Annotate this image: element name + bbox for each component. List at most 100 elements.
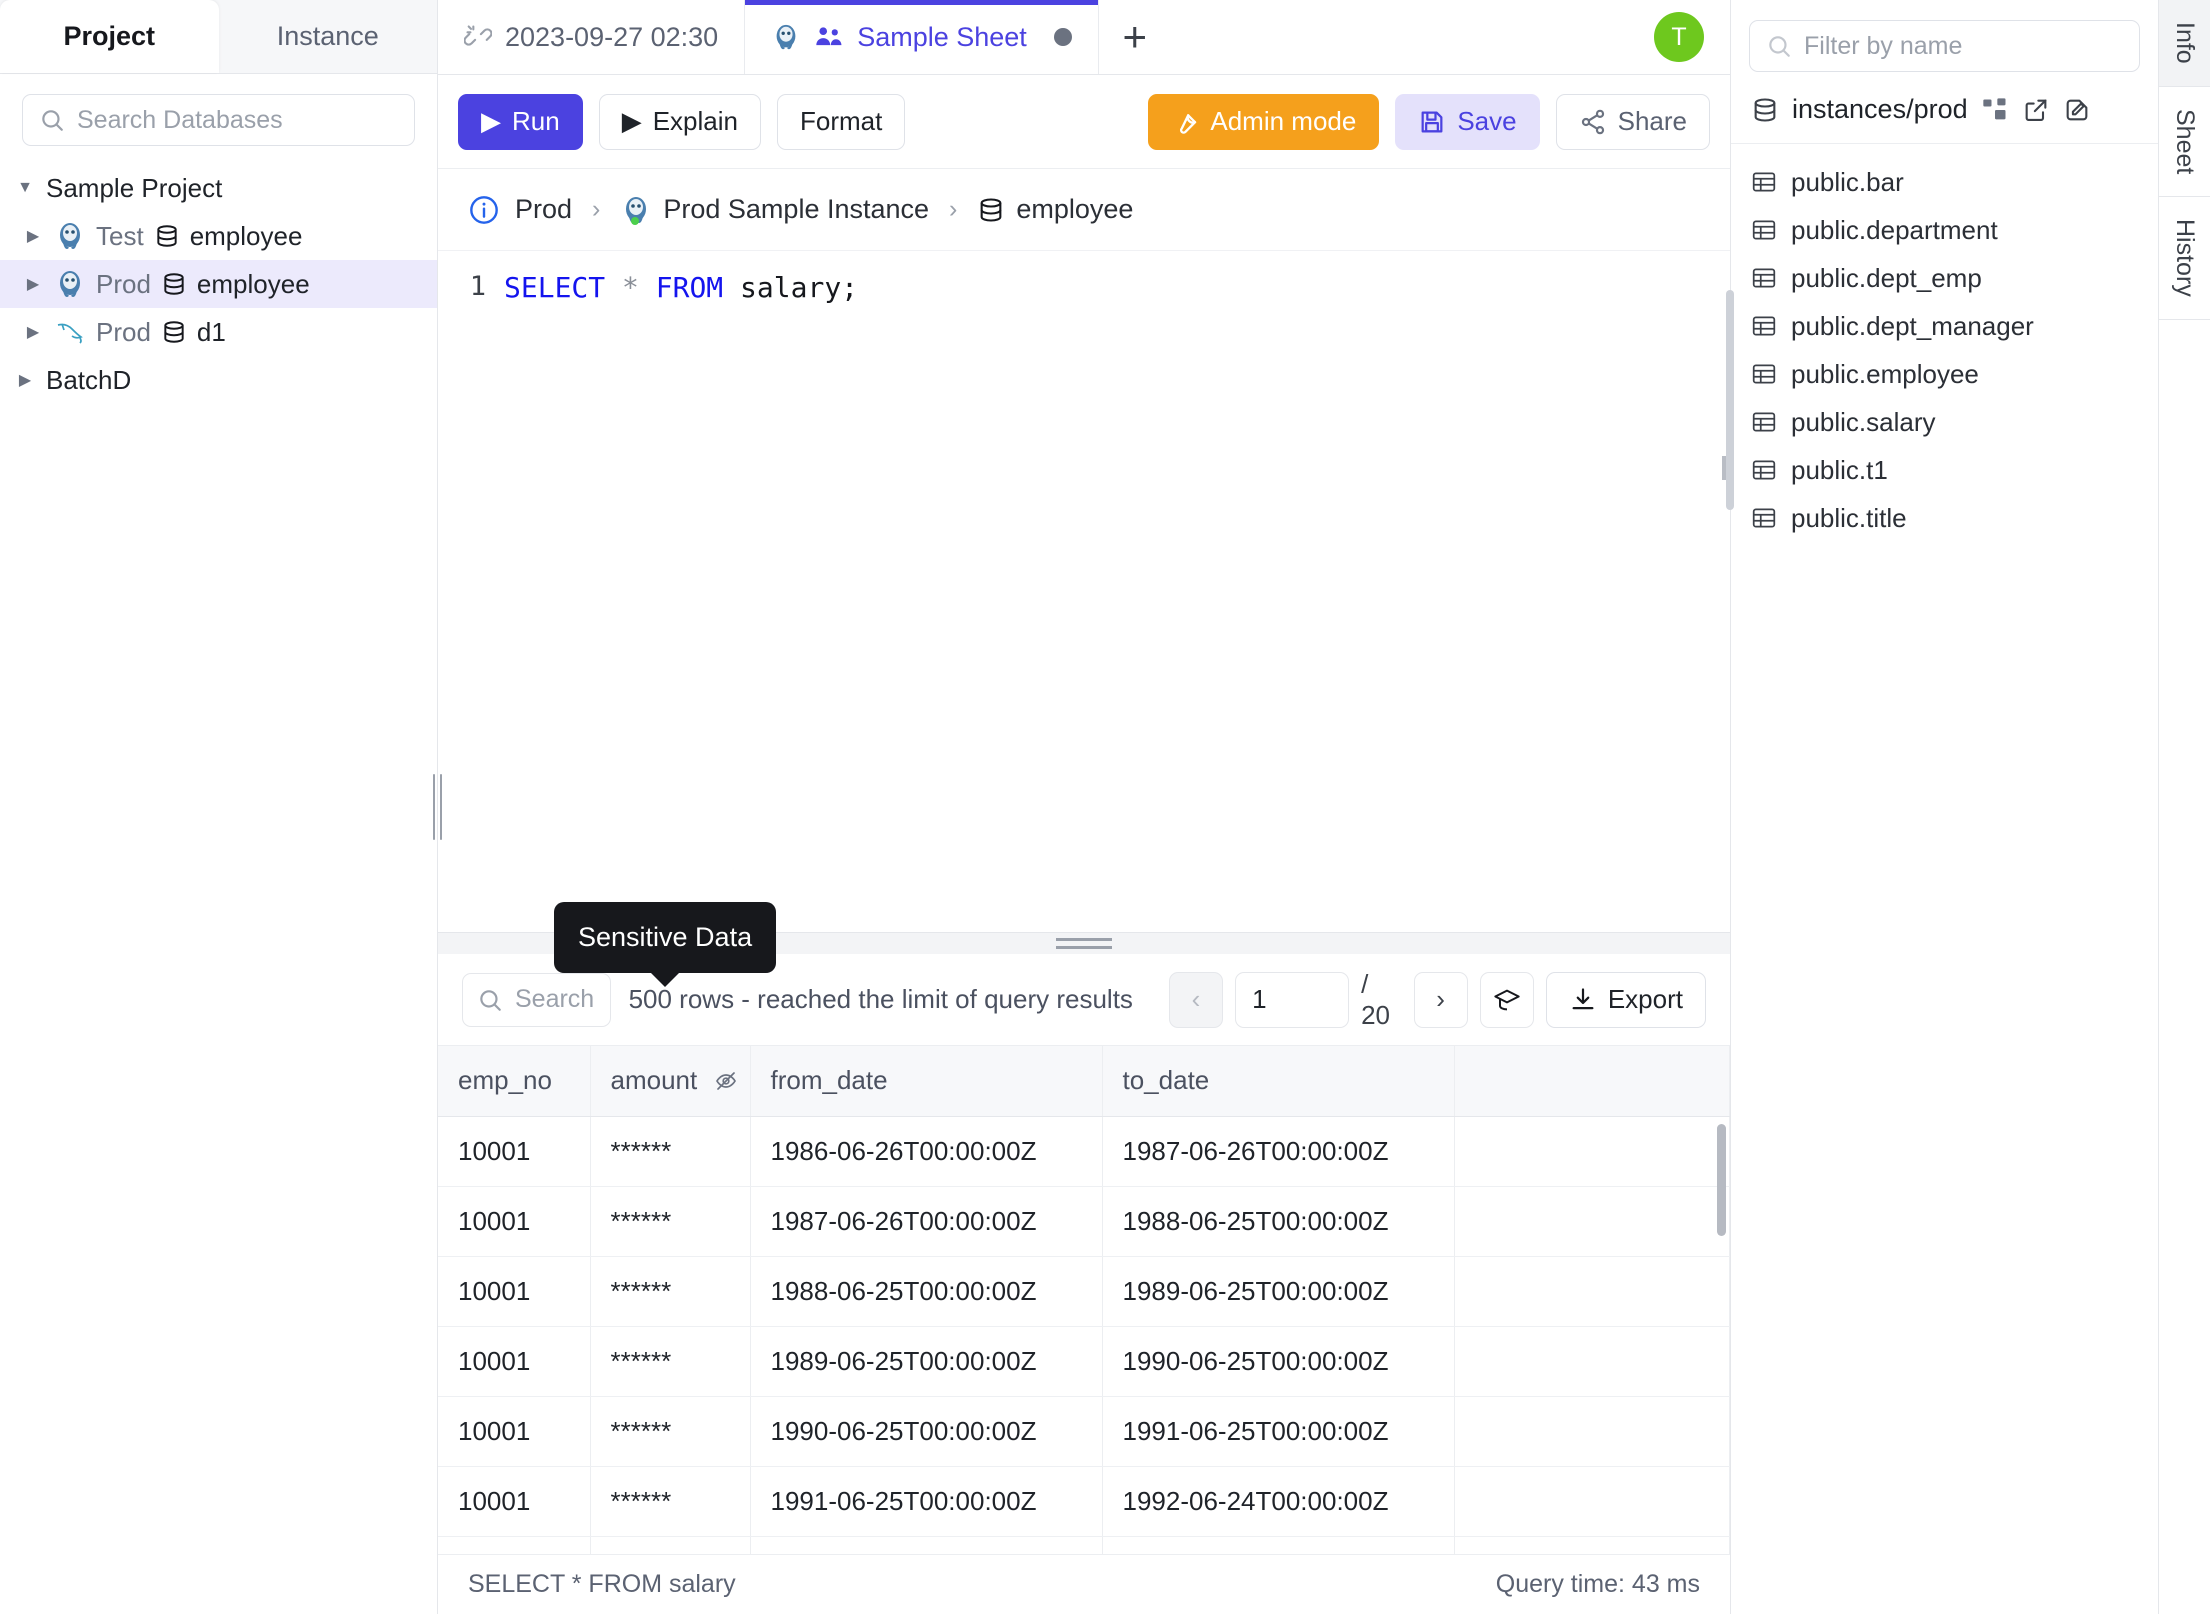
sql-code-text[interactable]: SELECT * FROM salary; <box>504 271 858 304</box>
results-search-box[interactable]: Search <box>462 972 611 1027</box>
sidebar-splitter[interactable] <box>428 0 446 1614</box>
edge-tab-history[interactable]: History <box>2159 197 2210 320</box>
search-databases-input[interactable] <box>77 105 398 135</box>
visualize-button[interactable] <box>1479 971 1534 1028</box>
table-list-item-salary[interactable]: public.salary <box>1731 398 2158 446</box>
cell-from-date[interactable]: 1987-06-26T00:00:00Z <box>750 1186 1103 1257</box>
table-list-item-employee[interactable]: public.employee <box>1731 350 2158 398</box>
cell-from-date[interactable]: 1992-06-24T00:00:00Z <box>750 1536 1103 1554</box>
cell-emp-no[interactable]: 10001 <box>438 1536 591 1554</box>
cell-filler <box>1454 1116 1730 1187</box>
breadcrumb-item-database[interactable]: employee <box>977 194 1133 225</box>
table-row[interactable]: 10001 ****** 1991-06-25T00:00:00Z 1992-0… <box>438 1466 1730 1537</box>
cell-to-date[interactable]: 1992-06-24T00:00:00Z <box>1102 1466 1455 1537</box>
cell-amount[interactable]: ****** <box>590 1536 751 1554</box>
tree-item-test-employee[interactable]: ▶ Test <box>0 212 437 260</box>
tree-item-prod-d1[interactable]: ▶ Prod d1 <box>0 308 437 356</box>
eye-off-icon[interactable] <box>714 1065 738 1095</box>
sidebar-tab-instance[interactable]: Instance <box>219 0 438 73</box>
avatar[interactable]: T <box>1654 12 1704 62</box>
cell-emp-no[interactable]: 10001 <box>438 1396 591 1467</box>
cell-amount[interactable]: ****** <box>590 1186 751 1257</box>
chevron-right-icon[interactable]: ▶ <box>18 372 32 389</box>
sheet-tab-timestamp[interactable]: 2023-09-27 02:30 <box>438 0 746 74</box>
chevron-right-icon[interactable]: ▶ <box>26 228 40 245</box>
table-list-item-bar[interactable]: public.bar <box>1731 158 2158 206</box>
table-row[interactable]: 10001 ****** 1986-06-26T00:00:00Z 1987-0… <box>438 1116 1730 1187</box>
cell-emp-no[interactable]: 10001 <box>438 1466 591 1537</box>
table-row[interactable]: 10001 ****** 1990-06-25T00:00:00Z 1991-0… <box>438 1396 1730 1467</box>
table-list-item-label: public.bar <box>1791 166 1904 197</box>
cell-from-date[interactable]: 1989-06-25T00:00:00Z <box>750 1326 1103 1397</box>
cell-to-date[interactable]: 1993-06-24T00:00:00Z <box>1102 1536 1455 1554</box>
chevron-right-icon[interactable]: ▶ <box>26 324 40 341</box>
cell-emp-no[interactable]: 10001 <box>438 1186 591 1257</box>
chevron-down-icon[interactable]: ▼ <box>17 179 33 196</box>
table-list-item-department[interactable]: public.department <box>1731 206 2158 254</box>
table-row[interactable]: 10001 ****** 1988-06-25T00:00:00Z 1989-0… <box>438 1256 1730 1327</box>
chevron-right-icon[interactable]: ▶ <box>26 276 40 293</box>
share-button[interactable]: Share <box>1555 93 1710 150</box>
cell-amount[interactable]: ****** <box>590 1396 751 1467</box>
cell-amount[interactable]: ****** <box>590 1326 751 1397</box>
open-external-icon[interactable] <box>2022 96 2050 124</box>
sql-token-table: salary; <box>723 271 859 304</box>
tree-item-prod-employee[interactable]: ▶ Prod <box>0 260 437 308</box>
cell-amount[interactable]: ****** <box>590 1466 751 1537</box>
table-list-item-title[interactable]: public.title <box>1731 494 2158 542</box>
edge-tab-info[interactable]: Info <box>2159 0 2210 87</box>
filter-by-name-input[interactable] <box>1804 31 2123 61</box>
sidebar-tab-project[interactable]: Project <box>0 0 219 73</box>
cell-amount[interactable]: ****** <box>590 1256 751 1327</box>
table-row[interactable]: 10001 ****** 1987-06-26T00:00:00Z 1988-0… <box>438 1186 1730 1257</box>
info-circle-icon[interactable] <box>468 194 500 226</box>
add-sheet-button[interactable]: + <box>1099 0 1171 74</box>
page-number-input[interactable] <box>1235 971 1350 1028</box>
search-databases-box[interactable] <box>22 94 415 146</box>
column-header-from-date[interactable]: from_date <box>750 1046 1103 1117</box>
column-header-emp-no[interactable]: emp_no <box>438 1046 591 1117</box>
cell-emp-no[interactable]: 10001 <box>438 1116 591 1187</box>
cell-to-date[interactable]: 1989-06-25T00:00:00Z <box>1102 1256 1455 1327</box>
column-header-amount[interactable]: amount <box>590 1046 751 1117</box>
tree-item-sample-project[interactable]: ▼ Sample Project <box>0 164 437 212</box>
schema-diagram-icon[interactable] <box>1981 96 2009 124</box>
format-button[interactable]: Format <box>776 93 906 150</box>
export-button[interactable]: Export <box>1545 971 1706 1028</box>
edge-tab-sheet[interactable]: Sheet <box>2159 87 2210 198</box>
breadcrumb-item-instance[interactable]: Prod Sample Instance <box>620 194 929 226</box>
edit-pencil-icon[interactable] <box>2063 96 2091 124</box>
cell-from-date[interactable]: 1988-06-25T00:00:00Z <box>750 1256 1103 1327</box>
cell-emp-no[interactable]: 10001 <box>438 1256 591 1327</box>
table-row[interactable]: 10001 ****** 1989-06-25T00:00:00Z 1990-0… <box>438 1326 1730 1397</box>
results-grid-wrap[interactable]: emp_no amount <box>438 1046 1730 1554</box>
results-vertical-scrollbar[interactable] <box>1717 1124 1726 1236</box>
cell-to-date[interactable]: 1988-06-25T00:00:00Z <box>1102 1186 1455 1257</box>
cell-from-date[interactable]: 1991-06-25T00:00:00Z <box>750 1466 1103 1537</box>
save-button[interactable]: Save <box>1395 93 1540 150</box>
breadcrumb-item-environment[interactable]: Prod <box>515 194 572 225</box>
cell-from-date[interactable]: 1986-06-26T00:00:00Z <box>750 1116 1103 1187</box>
sql-editor[interactable]: 1 SELECT * FROM salary; <box>438 251 1730 932</box>
run-button[interactable]: ▶ Run <box>458 93 583 150</box>
cell-to-date[interactable]: 1987-06-26T00:00:00Z <box>1102 1116 1455 1187</box>
table-row[interactable]: 10001 ****** 1992-06-24T00:00:00Z 1993-0… <box>438 1536 1730 1554</box>
cell-from-date[interactable]: 1990-06-25T00:00:00Z <box>750 1396 1103 1467</box>
cell-to-date[interactable]: 1991-06-25T00:00:00Z <box>1102 1396 1455 1467</box>
table-list-item-t1[interactable]: public.t1 <box>1731 446 2158 494</box>
table-list-item-dept-manager[interactable]: public.dept_manager <box>1731 302 2158 350</box>
cell-amount[interactable]: ****** <box>590 1116 751 1187</box>
explain-button[interactable]: ▶ Explain <box>598 93 761 150</box>
table-list-item-dept-emp[interactable]: public.dept_emp <box>1731 254 2158 302</box>
prev-page-button[interactable]: ‹ <box>1168 971 1224 1028</box>
admin-mode-button[interactable]: Admin mode <box>1148 93 1380 150</box>
sheet-tab-sample-sheet[interactable]: Sample Sheet <box>745 0 1099 74</box>
cell-to-date[interactable]: 1990-06-25T00:00:00Z <box>1102 1326 1455 1397</box>
cell-emp-no[interactable]: 10001 <box>438 1326 591 1397</box>
tree-item-batchd[interactable]: ▶ BatchD <box>0 356 437 404</box>
right-panel-scrollbar[interactable] <box>1726 290 1734 510</box>
column-header-to-date[interactable]: to_date <box>1102 1046 1455 1117</box>
next-page-button[interactable]: › <box>1413 971 1468 1028</box>
database-icon <box>154 223 180 249</box>
filter-by-name-box[interactable] <box>1749 20 2140 72</box>
